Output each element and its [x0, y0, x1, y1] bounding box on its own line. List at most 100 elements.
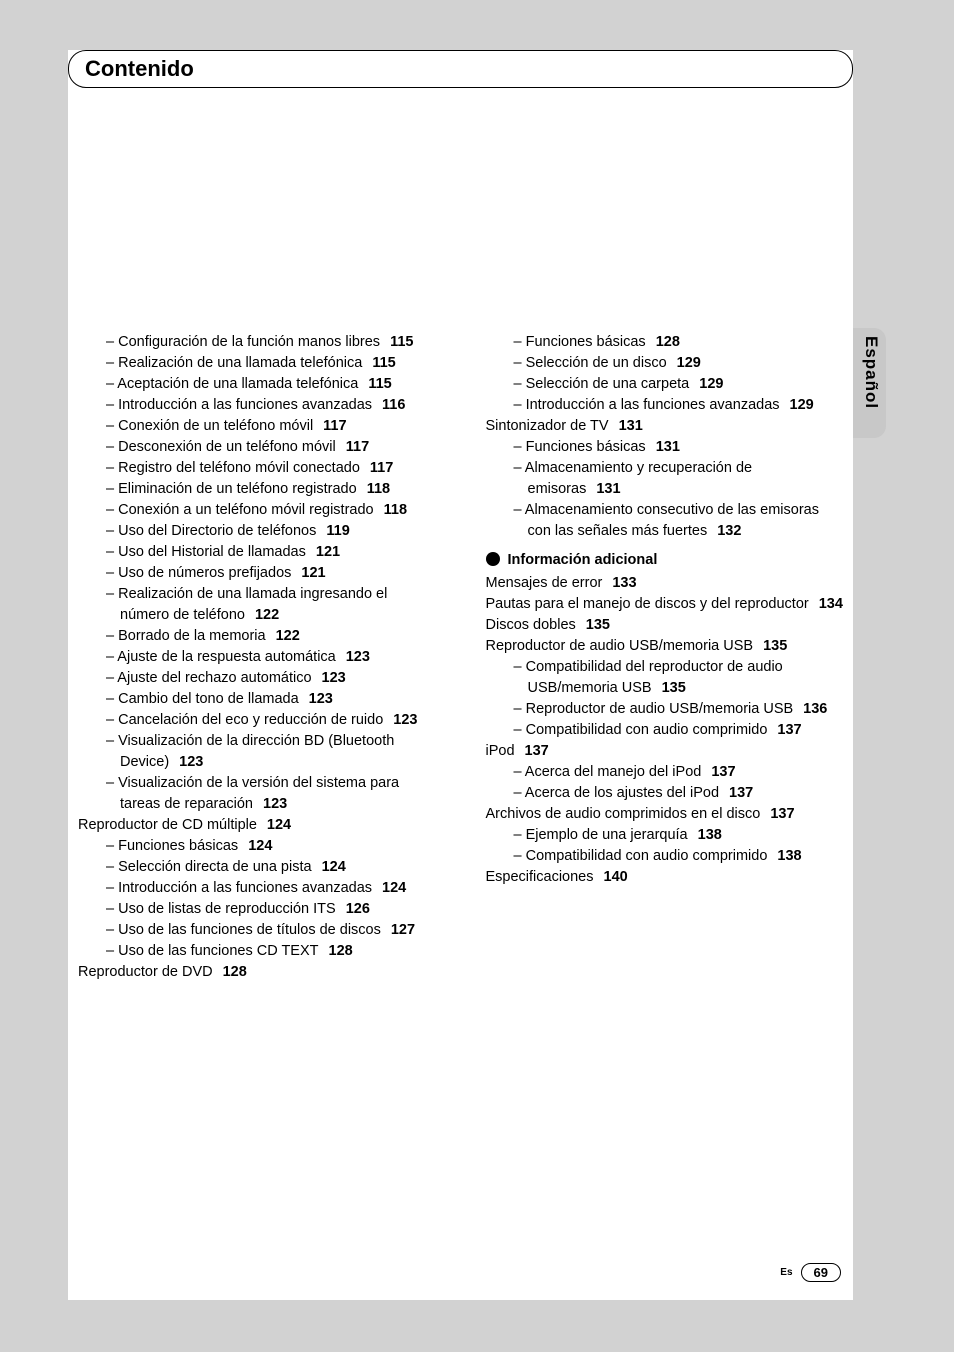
toc-entry-text: Archivos de audio comprimidos en el disc…: [486, 806, 761, 822]
toc-entry-page: 119: [326, 523, 349, 539]
toc-entry-page: 127: [391, 922, 415, 938]
toc-column-left: Configuración de la función manos libres…: [68, 332, 436, 983]
toc-entry-text: Realización de una llamada ingresando el…: [118, 586, 387, 623]
toc-entry: Acerca de los ajustes del iPod137: [486, 783, 844, 804]
footer-lang: Es: [780, 1267, 792, 1278]
toc-entry: Selección de un disco129: [486, 353, 844, 374]
toc-entry-text: Introducción a las funciones avanzadas: [118, 880, 372, 896]
toc-entry-text: Conexión a un teléfono móvil registrado: [118, 502, 374, 518]
toc-entry-page: 131: [619, 418, 643, 434]
toc-entry-page: 140: [604, 869, 628, 885]
toc-entry: Ajuste del rechazo automático 123: [78, 668, 436, 689]
toc-entry: Compatibilidad del reproductor de audio …: [486, 657, 844, 699]
toc-entry-text: Realización de una llamada telefónica: [118, 355, 362, 371]
toc-entry: Eliminación de un teléfono registrado 118: [78, 479, 436, 500]
toc-entry-page: 121: [316, 544, 340, 560]
toc-entry: Reproductor de audio USB/memoria USB135: [486, 636, 844, 657]
toc-entry-text: Selección de una carpeta: [526, 376, 690, 392]
toc-entry-page: 128: [329, 943, 353, 959]
toc-entry: Introducción a las funciones avanzadas 11…: [78, 395, 436, 416]
toc-entry: Funciones básicas 131: [486, 437, 844, 458]
toc-entry-page: 133: [612, 575, 636, 591]
toc-entry-text: Acerca del manejo del iPod: [525, 764, 702, 780]
toc-entry: Borrado de la memoria122: [78, 626, 436, 647]
toc-entry-text: Aceptación de una llamada telefónica: [117, 376, 358, 392]
toc-entry-page: 115: [390, 334, 413, 350]
toc-entry-page: 116: [382, 397, 405, 413]
toc-entry-text: Funciones básicas: [526, 439, 646, 455]
toc-entry-page: 121: [301, 565, 325, 581]
toc-entry: Almacenamiento consecutivo de las emisor…: [486, 500, 844, 542]
toc-entry: Sintonizador de TV131: [486, 416, 844, 437]
toc-entry-page: 136: [803, 701, 827, 717]
toc-entry: Conexión a un teléfono móvil registrado1…: [78, 500, 436, 521]
toc-entry-page: 115: [372, 355, 395, 371]
toc-entry: Uso del Historial de llamadas 121: [78, 542, 436, 563]
toc-entry-page: 135: [763, 638, 787, 654]
toc-entry-page: 123: [309, 691, 333, 707]
toc-entry-page: 137: [711, 764, 735, 780]
toc-entry-page: 135: [662, 680, 686, 696]
toc-entry-text: Borrado de la memoria: [118, 628, 266, 644]
toc-entry-text: Almacenamiento consecutivo de las emisor…: [525, 502, 819, 539]
header-band: Contenido: [68, 50, 853, 88]
toc-entry-text: Almacenamiento y recuperación de emisora…: [525, 460, 752, 497]
toc-entry-page: 129: [699, 376, 723, 392]
toc-entry-text: Funciones básicas: [526, 334, 646, 350]
toc-entry: Almacenamiento y recuperación de emisora…: [486, 458, 844, 500]
toc-entry-page: 128: [223, 964, 247, 980]
toc-entry-page: 115: [368, 376, 391, 392]
toc-entry-page: 137: [525, 743, 549, 759]
toc-entry: Visualización de la dirección BD (Blueto…: [78, 731, 436, 773]
toc-entry: Mensajes de error133: [486, 573, 844, 594]
toc-entry: Ajuste de la respuesta automática123: [78, 647, 436, 668]
toc-entry-text: Uso de listas de reproducción ITS: [118, 901, 336, 917]
toc-entry-text: Uso de las funciones de títulos de disco…: [118, 922, 381, 938]
toc-entry-text: Eliminación de un teléfono registrado: [118, 481, 357, 497]
toc-entry-page: 129: [790, 397, 814, 413]
toc-content: Configuración de la función manos libres…: [68, 332, 853, 983]
toc-entry-text: Discos dobles: [486, 617, 576, 633]
toc-entry: Uso de números prefijados121: [78, 563, 436, 584]
toc-entry-page: 117: [346, 439, 369, 455]
toc-entry: Archivos de audio comprimidos en el disc…: [486, 804, 844, 825]
toc-entry-text: Cambio del tono de llamada: [118, 691, 299, 707]
toc-entry-text: Selección directa de una pista: [118, 859, 311, 875]
toc-entry-page: 137: [770, 806, 794, 822]
page-footer: Es 69: [780, 1263, 841, 1282]
toc-entry: Selección directa de una pista124: [78, 857, 436, 878]
page-title: Contenido: [69, 56, 194, 82]
toc-entry: Introducción a las funciones avanzadas 12…: [78, 878, 436, 899]
toc-entry-page: 117: [323, 418, 346, 434]
toc-entry-page: 117: [370, 460, 393, 476]
toc-entry-page: 123: [322, 670, 346, 686]
toc-entry-page: 118: [367, 481, 390, 497]
toc-entry: Aceptación de una llamada telefónica 115: [78, 374, 436, 395]
toc-entry: Reproductor de audio USB/memoria USB 136: [486, 699, 844, 720]
toc-entry-text: Uso de las funciones CD TEXT: [118, 943, 318, 959]
toc-entry-text: Visualización de la dirección BD (Blueto…: [118, 733, 394, 770]
toc-entry-page: 124: [382, 880, 406, 896]
toc-entry-text: Ajuste de la respuesta automática: [117, 649, 335, 665]
toc-entry-text: Visualización de la versión del sistema …: [118, 775, 399, 812]
toc-entry-page: 128: [656, 334, 680, 350]
toc-entry-page: 138: [698, 827, 722, 843]
toc-entry-page: 138: [777, 848, 801, 864]
toc-entry-text: iPod: [486, 743, 515, 759]
toc-entry-text: Introducción a las funciones avanzadas: [118, 397, 372, 413]
toc-entry: Reproductor de CD múltiple124: [78, 815, 436, 836]
toc-entry-page: 124: [248, 838, 272, 854]
toc-entry: Funciones básicas 128: [486, 332, 844, 353]
toc-entry-page: 123: [263, 796, 287, 812]
toc-entry-text: Reproductor de audio USB/memoria USB: [526, 701, 794, 717]
toc-entry-text: Pautas para el manejo de discos y del re…: [486, 596, 809, 612]
toc-entry-text: Uso del Historial de llamadas: [118, 544, 306, 560]
toc-entry: Pautas para el manejo de discos y del re…: [486, 594, 844, 615]
toc-entry: Ejemplo de una jerarquía138: [486, 825, 844, 846]
toc-entry-page: 135: [586, 617, 610, 633]
toc-entry: Discos dobles 135: [486, 615, 844, 636]
toc-entry-text: Desconexión de un teléfono móvil: [118, 439, 336, 455]
toc-entry-page: 131: [656, 439, 680, 455]
toc-entry-page: 126: [346, 901, 370, 917]
toc-entry-text: Ajuste del rechazo automático: [117, 670, 311, 686]
